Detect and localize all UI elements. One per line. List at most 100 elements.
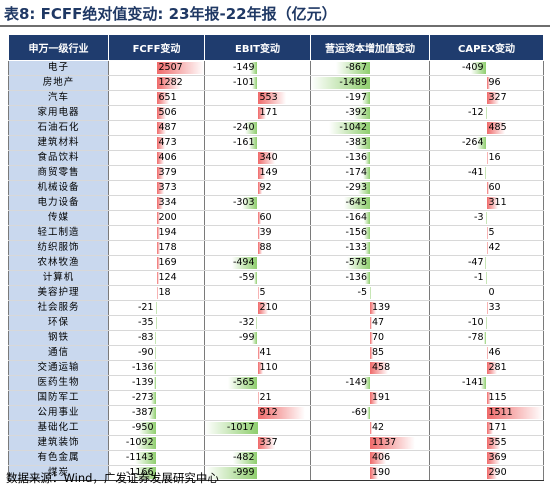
ebit-value: 60 [259,212,272,223]
working-capital-value: 1137 [372,437,397,448]
ebit-value: 88 [259,242,272,253]
ebit-value: 21 [259,392,272,403]
capex-cell: -12 [429,105,544,121]
source-note: 数据来源：Wind，广发证券发展研究中心 [6,471,219,485]
ebit-bar [257,302,269,314]
table-body: 电子 2507 -149 -867 -409 房地产 1282 -101 -1489 96 汽车 65… [8,60,544,481]
ebit-value: -303 [232,197,255,208]
fcff-bar [156,242,160,254]
capex-value: -3 [474,212,484,223]
industry-name: 电力设备 [8,195,109,211]
ebit-cell: -240 [204,120,311,136]
industry-name: 机械设备 [8,180,109,196]
working-capital-bar [311,77,370,89]
fcff-bar [154,332,157,344]
capex-cell: -264 [429,135,544,151]
capex-value: 5 [488,227,495,238]
capex-cell: 327 [429,90,544,106]
ebit-cell: -1017 [204,420,311,436]
table-title: 表8: FCFF绝对值变动: 23年报-22年报（亿元） [4,5,337,23]
capex-value: 33 [488,302,501,313]
fcff-value: 200 [158,212,177,223]
working-capital-cell: -197 [310,90,430,106]
working-capital-bar [347,257,370,269]
ebit-value: 5 [259,287,266,298]
header-working-capital: 营运资本增加值变动 [310,34,430,61]
ebit-bar [257,167,266,179]
working-capital-value: -645 [345,197,367,208]
working-capital-cell: -156 [310,225,430,241]
ebit-bar [257,152,276,164]
ebit-value: 39 [259,227,272,238]
capex-cell: -3 [429,210,544,226]
table-row: 建筑装饰 -1092 337 1137 355 [8,435,544,451]
fcff-cell: -139 [108,375,205,391]
ebit-cell: 171 [204,105,311,121]
fcff-bar [156,122,166,134]
fcff-cell: 487 [108,120,205,136]
working-capital-value: -136 [345,152,367,163]
fcff-cell: 473 [108,135,205,151]
ebit-value: 171 [259,107,278,118]
fcff-bar [156,137,166,149]
ebit-value: -494 [232,257,255,268]
fcff-cell: -1166 [108,465,205,481]
table-row: 煤炭 -1166 -999 190 290 [8,465,544,481]
fcff-value: 169 [158,257,177,268]
working-capital-bar [370,302,376,314]
fcff-value: -35 [137,317,154,328]
working-capital-bar [369,287,371,299]
capex-value: 311 [488,197,507,208]
ebit-cell: 110 [204,360,311,376]
industry-name: 商贸零售 [8,165,109,181]
industry-name: 农林牧渔 [8,255,109,271]
ebit-bar [205,422,258,434]
ebit-cell: -999 [204,465,311,481]
capex-value: 171 [488,422,507,433]
ebit-value: 340 [259,152,278,163]
capex-bar [486,302,488,314]
industry-name: 国防军工 [8,390,109,406]
header-ebit: EBIT变动 [204,34,311,61]
capex-bar [486,197,499,209]
table-row: 农林牧渔 169 -494 -578 -47 [8,255,544,271]
table-row: 电力设备 334 -303 -645 311 [8,195,544,211]
table-row: 传媒 200 60 -164 -3 [8,210,544,226]
working-capital-cell: -174 [310,165,430,181]
working-capital-value: 458 [372,362,391,373]
ebit-value: -482 [232,452,255,463]
working-capital-value: -164 [345,212,367,223]
fcff-value: 194 [158,227,177,238]
working-capital-cell: 47 [310,315,430,331]
working-capital-cell: -1489 [310,75,430,91]
fcff-value: -90 [137,347,154,358]
capex-bar [486,92,499,104]
table-row: 国防军工 -273 21 191 115 [8,390,544,406]
industry-name: 建筑材料 [8,135,109,151]
table-row: 美容护理 18 5 -5 0 [8,285,544,301]
working-capital-cell: -293 [310,180,430,196]
working-capital-cell: 42 [310,420,430,436]
ebit-cell: 149 [204,165,311,181]
industry-name: 有色金属 [8,450,109,466]
fcff-value: -273 [131,392,154,403]
fcff-bar [156,77,181,89]
working-capital-bar [344,197,370,209]
capex-value: 115 [488,392,507,403]
table-row: 电子 2507 -149 -867 -409 [8,60,544,76]
capex-cell: 0 [429,285,544,301]
working-capital-cell: 190 [310,465,430,481]
fcff-value: 178 [158,242,177,253]
capex-bar [486,227,488,239]
capex-value: 60 [488,182,501,193]
fcff-bar [138,422,157,434]
capex-cell: 1511 [429,405,544,421]
capex-cell: -47 [429,255,544,271]
fcff-value: 506 [158,107,177,118]
table-row: 房地产 1282 -101 -1489 96 [8,75,544,91]
ebit-value: 41 [259,347,272,358]
ebit-value: -999 [232,467,255,478]
ebit-bar [249,62,258,74]
fcff-bar [156,227,161,239]
capex-bar [486,467,498,479]
